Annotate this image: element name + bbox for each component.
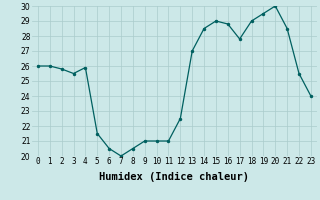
X-axis label: Humidex (Indice chaleur): Humidex (Indice chaleur) xyxy=(100,172,249,182)
